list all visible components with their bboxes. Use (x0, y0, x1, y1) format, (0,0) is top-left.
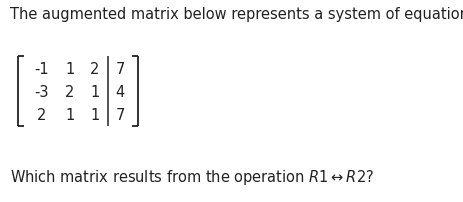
Text: Which matrix results from the operation $R1 \leftrightarrow R2$?: Which matrix results from the operation … (10, 168, 373, 187)
Text: 7: 7 (115, 62, 125, 77)
Text: -1: -1 (35, 62, 49, 77)
Text: 1: 1 (65, 108, 75, 123)
Text: 1: 1 (90, 108, 100, 123)
Text: 1: 1 (90, 85, 100, 100)
Text: 2: 2 (65, 85, 75, 100)
Text: 1: 1 (65, 62, 75, 77)
Text: 7: 7 (115, 108, 125, 123)
Text: 2: 2 (90, 62, 100, 77)
Text: 4: 4 (115, 85, 125, 100)
Text: The augmented matrix below represents a system of equations.: The augmented matrix below represents a … (10, 7, 463, 22)
Text: -3: -3 (35, 85, 49, 100)
Text: 2: 2 (37, 108, 47, 123)
